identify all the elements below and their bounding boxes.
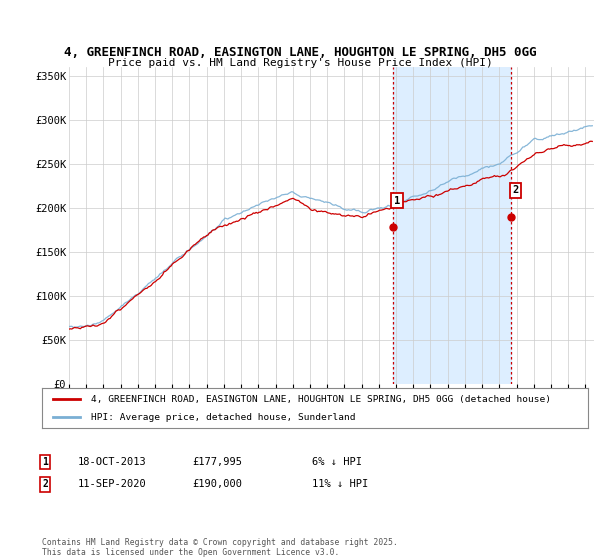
Bar xyxy=(392,67,511,384)
Text: 4, GREENFINCH ROAD, EASINGTON LANE, HOUGHTON LE SPRING, DH5 0GG: 4, GREENFINCH ROAD, EASINGTON LANE, HOUG… xyxy=(64,46,536,59)
Text: HPI: Average price, detached house, Sunderland: HPI: Average price, detached house, Sund… xyxy=(91,413,356,422)
Text: £177,995: £177,995 xyxy=(192,457,242,467)
Text: 2: 2 xyxy=(42,479,48,489)
Text: Price paid vs. HM Land Registry's House Price Index (HPI): Price paid vs. HM Land Registry's House … xyxy=(107,58,493,68)
Text: 11% ↓ HPI: 11% ↓ HPI xyxy=(312,479,368,489)
Text: £190,000: £190,000 xyxy=(192,479,242,489)
Text: 1: 1 xyxy=(42,457,48,467)
Text: 11-SEP-2020: 11-SEP-2020 xyxy=(78,479,147,489)
Text: 18-OCT-2013: 18-OCT-2013 xyxy=(78,457,147,467)
Text: 1: 1 xyxy=(394,196,400,206)
Text: 4, GREENFINCH ROAD, EASINGTON LANE, HOUGHTON LE SPRING, DH5 0GG (detached house): 4, GREENFINCH ROAD, EASINGTON LANE, HOUG… xyxy=(91,395,551,404)
Text: 6% ↓ HPI: 6% ↓ HPI xyxy=(312,457,362,467)
Text: Contains HM Land Registry data © Crown copyright and database right 2025.
This d: Contains HM Land Registry data © Crown c… xyxy=(42,538,398,557)
Text: 2: 2 xyxy=(512,185,519,195)
